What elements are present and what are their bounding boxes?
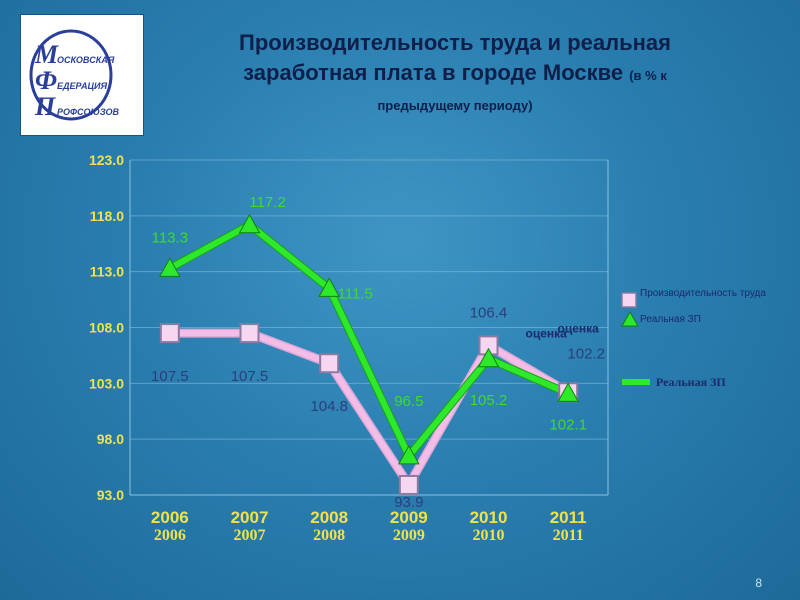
x-tick-label: 2010 (470, 508, 508, 527)
x-tick-label: 2009 (390, 508, 428, 527)
logo: М Ф П ОСКОВСКАЯ ЕДЕРАЦИЯ РОФСОЮЗОВ (20, 14, 144, 136)
logo-word-1: ОСКОВСКАЯ (57, 55, 115, 65)
legend-label-wage: Реальная ЗП (656, 375, 726, 389)
y-tick-label: 103.0 (89, 375, 124, 391)
y-tick-label: 93.0 (97, 487, 124, 503)
page-number: 8 (755, 576, 762, 590)
logo-letter-f: Ф (35, 66, 57, 95)
data-label-wage: 117.2 (249, 194, 285, 211)
x-tick-label-secondary: 2009 (393, 527, 425, 544)
data-label-wage: 113.3 (152, 229, 188, 246)
marker-wage-point (158, 257, 181, 277)
x-tick-label-secondary: 2010 (473, 527, 505, 544)
x-tick-label-secondary: 2008 (313, 527, 345, 544)
slide-title: Производительность труда и реальная зара… (150, 28, 760, 121)
x-tick-label-secondary: 2006 (154, 527, 186, 544)
data-label-productivity: 102.2 (567, 345, 605, 362)
legend-marker-wage-triangle (621, 310, 639, 327)
marker-wage-point (318, 277, 341, 297)
data-label-productivity: 107.5 (151, 368, 189, 385)
data-label-productivity: 104.8 (310, 398, 348, 415)
logo-ring (29, 29, 113, 121)
y-tick-label: 118.0 (90, 208, 124, 224)
x-tick-label: 2008 (310, 508, 348, 527)
x-tick-label: 2011 (550, 508, 587, 527)
legend-marker-productivity (621, 292, 637, 308)
series-line-productivity (169, 330, 570, 488)
title-line-1: Производительность труда и реальная (239, 30, 671, 55)
marker-wage-point (238, 213, 261, 234)
y-tick-label: 113.0 (90, 264, 124, 280)
x-tick-label-secondary: 2011 (553, 527, 584, 544)
legend-label-wage-small: Реальная ЗП (640, 314, 701, 325)
marker-wage-point (557, 382, 580, 402)
series-line-wage (168, 221, 570, 459)
legend-label-productivity: Производительность труда (640, 288, 766, 299)
x-tick-label: 2006 (151, 508, 189, 527)
data-label-wage: 111.5 (338, 285, 373, 302)
y-tick-label: 98.0 (97, 431, 124, 447)
annotation-estimate-secondary: оценка (558, 321, 600, 335)
logo-letter-p: П (34, 92, 56, 121)
data-label-productivity: 106.4 (470, 304, 508, 321)
x-tick-label-secondary: 2007 (234, 527, 266, 544)
logo-letter-m: М (34, 40, 59, 69)
marker-productivity-point (239, 323, 260, 344)
data-label-productivity: 93.9 (394, 494, 423, 511)
data-label-wage: 102.1 (549, 416, 587, 433)
data-label-wage: 105.2 (470, 392, 508, 409)
marker-productivity-point (319, 353, 340, 374)
logo-graphic: М Ф П ОСКОВСКАЯ ЕДЕРАЦИЯ РОФСОЮЗОВ (29, 29, 119, 121)
data-label-wage: 96.5 (394, 393, 423, 410)
data-label-productivity: 107.5 (231, 368, 269, 385)
marker-wage-point (397, 444, 420, 465)
title-line-2-text: заработная плата в городе Москве (243, 60, 624, 85)
title-line-2: заработная плата в городе Москве (в % к (150, 58, 760, 91)
y-tick-label: 108.0 (89, 320, 124, 336)
title-suffix: (в % к (629, 68, 667, 83)
marker-productivity-point (398, 474, 419, 495)
marker-wage-point (477, 347, 500, 368)
logo-word-3: РОФСОЮЗОВ (57, 107, 119, 117)
logo-word-2: ЕДЕРАЦИЯ (57, 81, 107, 91)
title-line-3: предыдущему периоду) (377, 98, 533, 113)
x-tick-label: 2007 (231, 508, 269, 527)
annotation-estimate: оценка (526, 326, 568, 340)
y-tick-label: 123.0 (89, 152, 124, 168)
marker-productivity-point (159, 323, 180, 344)
